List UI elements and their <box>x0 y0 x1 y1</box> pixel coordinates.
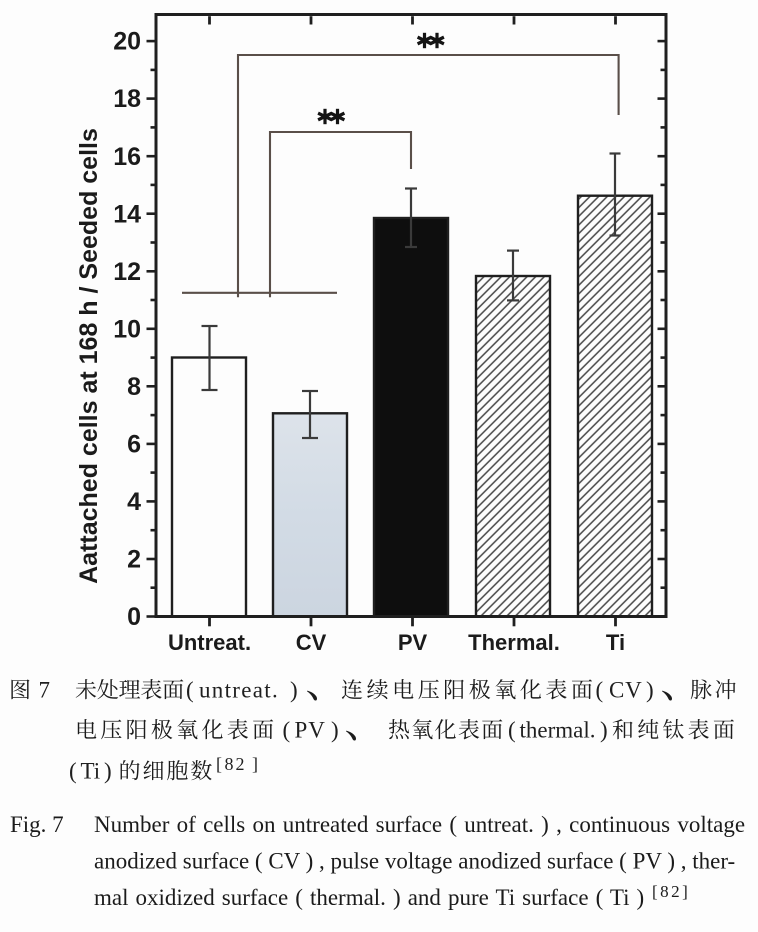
svg-text:(: ( <box>283 718 291 743</box>
svg-text:Ti: Ti <box>606 630 625 655</box>
svg-text:8: 8 <box>127 373 141 401</box>
svg-text:82: 82 <box>225 754 247 774</box>
svg-text:): ) <box>290 678 298 703</box>
svg-text:6: 6 <box>127 431 141 459</box>
svg-text:10: 10 <box>113 315 141 343</box>
svg-text:thermal.: thermal. <box>520 718 596 743</box>
svg-text:Ti: Ti <box>81 759 101 784</box>
svg-text:(: ( <box>69 759 77 784</box>
svg-text:PV: PV <box>295 718 326 743</box>
svg-text:Thermal.: Thermal. <box>468 630 560 655</box>
svg-text:]: ] <box>252 754 258 774</box>
svg-text:[82]: [82] <box>652 882 690 901</box>
svg-text:PV: PV <box>398 630 428 655</box>
svg-text:[: [ <box>216 754 222 774</box>
svg-text:(: ( <box>596 678 604 703</box>
svg-text:12: 12 <box>113 258 141 286</box>
svg-text:mal oxidized surface ( thermal: mal oxidized surface ( thermal. ) and pu… <box>94 885 644 910</box>
svg-text:7: 7 <box>39 678 51 703</box>
svg-text:): ) <box>600 718 608 743</box>
svg-text:Number of cells on untreated s: Number of cells on untreated surface ( u… <box>94 812 745 837</box>
svg-text:): ) <box>331 718 339 743</box>
svg-text:18: 18 <box>113 85 141 113</box>
svg-text:): ) <box>104 759 112 784</box>
svg-text:Aattached cells at 168 h / See: Aattached cells at 168 h / Seeded cells <box>75 128 103 584</box>
svg-text:0: 0 <box>127 603 141 631</box>
svg-text:Fig. 7: Fig. 7 <box>10 812 64 837</box>
svg-text:14: 14 <box>113 200 141 228</box>
svg-text:anodized surface ( CV ) , puls: anodized surface ( CV ) , pulse voltage … <box>94 849 735 874</box>
svg-text:2: 2 <box>127 546 141 574</box>
svg-text:CV: CV <box>296 630 327 655</box>
svg-text:Untreat.: Untreat. <box>168 630 251 655</box>
svg-text:(: ( <box>186 678 194 703</box>
svg-text:20: 20 <box>113 28 141 56</box>
svg-text:16: 16 <box>113 143 141 171</box>
svg-text:4: 4 <box>127 488 141 516</box>
svg-text:CV: CV <box>609 678 643 703</box>
svg-text:untreat.: untreat. <box>199 678 279 703</box>
svg-text:): ) <box>646 678 654 703</box>
svg-text:(: ( <box>508 718 516 743</box>
